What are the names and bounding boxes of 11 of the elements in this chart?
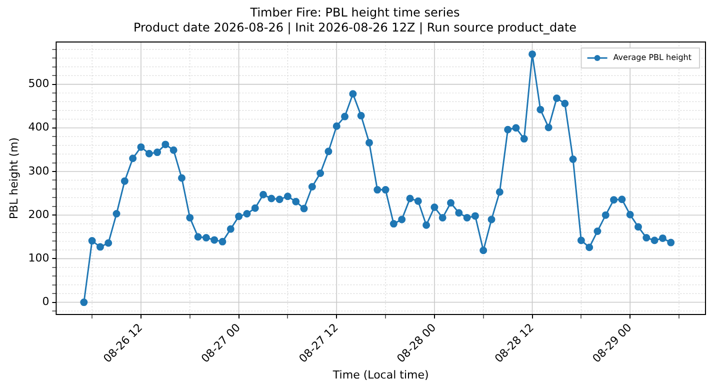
y-tick-label: 100 (28, 252, 50, 265)
legend-label: Average PBL height (613, 53, 692, 62)
chart-subtitle: Product date 2026-08-26 | Init 2026-08-26 12Z | Run source product_date (133, 20, 577, 35)
chart-title: Timber Fire: PBL height time series (249, 6, 460, 20)
y-tick-label: 200 (28, 208, 50, 221)
y-tick-label: 0 (42, 295, 50, 308)
y-axis-title: PBL height (m) (7, 137, 20, 220)
x-axis-title: Time (Local time) (332, 368, 429, 382)
y-tick-label: 500 (28, 77, 50, 90)
y-tick-label: 300 (28, 164, 50, 178)
y-tick-label: 400 (28, 120, 50, 134)
